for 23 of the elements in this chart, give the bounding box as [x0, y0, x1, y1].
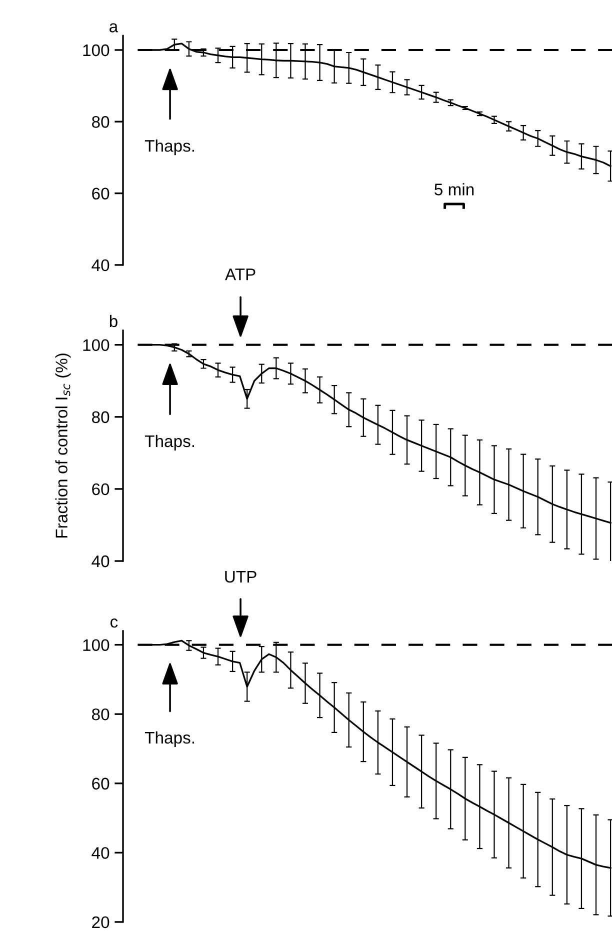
annotation: Thaps. [144, 140, 194, 156]
annotation: 5 min [434, 183, 474, 196]
text: UTP [225, 570, 256, 583]
y-tick-label: 80 [92, 708, 110, 720]
y-axis-title: Fraction of control I$_{sc}$ (%) [55, 354, 71, 538]
chart-title: a [110, 23, 118, 32]
y-tick-label: 80 [92, 411, 110, 424]
y-tick-label: 20 [92, 916, 110, 928]
y-tick-label: 80 [92, 116, 110, 128]
y-tick-label: 60 [92, 188, 110, 200]
annotation: Thaps. [144, 731, 194, 747]
chart-title: c [110, 618, 118, 628]
y-tick-label: 40 [92, 847, 110, 859]
y-tick-label: 100 [83, 639, 110, 651]
y-tick-label: 60 [92, 483, 110, 496]
chart-title: b [110, 314, 118, 328]
y-tick-label: 100 [83, 44, 110, 56]
y-tick-label: 40 [92, 555, 110, 568]
y-tick-label: 40 [92, 259, 110, 272]
y-tick-label: 60 [92, 778, 110, 790]
annotation: Thaps. [144, 434, 194, 450]
text: ATP [224, 268, 256, 280]
y-tick-label: 100 [83, 339, 110, 352]
